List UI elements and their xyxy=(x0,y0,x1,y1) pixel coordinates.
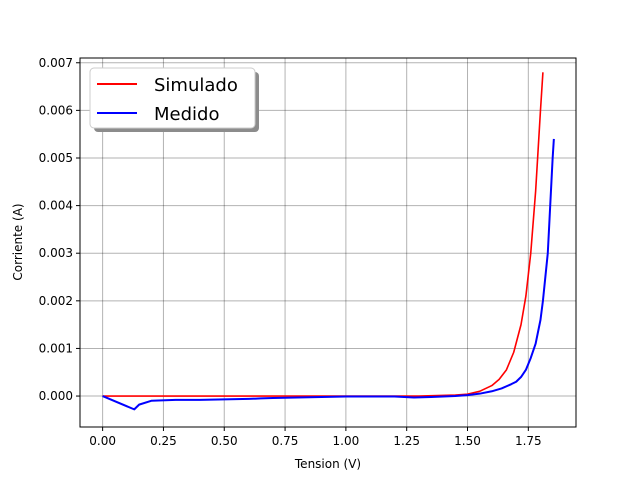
x-tick-label: 1.25 xyxy=(393,434,420,448)
y-tick-label: 0.003 xyxy=(39,246,73,260)
y-tick-label: 0.004 xyxy=(39,199,73,213)
x-tick-label: 1.00 xyxy=(333,434,360,448)
legend: Simulado Medido xyxy=(89,67,259,132)
legend-label-medido: Medido xyxy=(154,104,219,125)
x-tick-label: 1.75 xyxy=(515,434,542,448)
y-tick-label: 0.005 xyxy=(39,151,73,165)
x-tick-label: 0.50 xyxy=(211,434,238,448)
y-axis-label: Corriente (A) xyxy=(11,203,25,280)
series-line-medido xyxy=(102,138,555,411)
x-tick-label: 0.00 xyxy=(89,434,116,448)
legend-label-simulado: Simulado xyxy=(154,75,238,96)
y-tick-label: 0.000 xyxy=(39,389,73,403)
ticks: 0.00 0.25 0.50 0.75 1.00 1.25 1.50 1.75 0.000 0.0… xyxy=(39,56,542,448)
x-tick-label: 1.50 xyxy=(454,434,481,448)
y-tick-label: 0.001 xyxy=(39,341,73,355)
y-tick-label: 0.007 xyxy=(39,56,73,70)
x-tick-label: 0.75 xyxy=(272,434,299,448)
plot-frame xyxy=(79,57,577,428)
y-tick-label: 0.002 xyxy=(39,294,73,308)
series-layer xyxy=(102,72,555,411)
x-axis-label: Tension (V) xyxy=(294,457,361,471)
x-tick-label: 0.25 xyxy=(150,434,177,448)
y-tick-label: 0.006 xyxy=(39,103,73,117)
